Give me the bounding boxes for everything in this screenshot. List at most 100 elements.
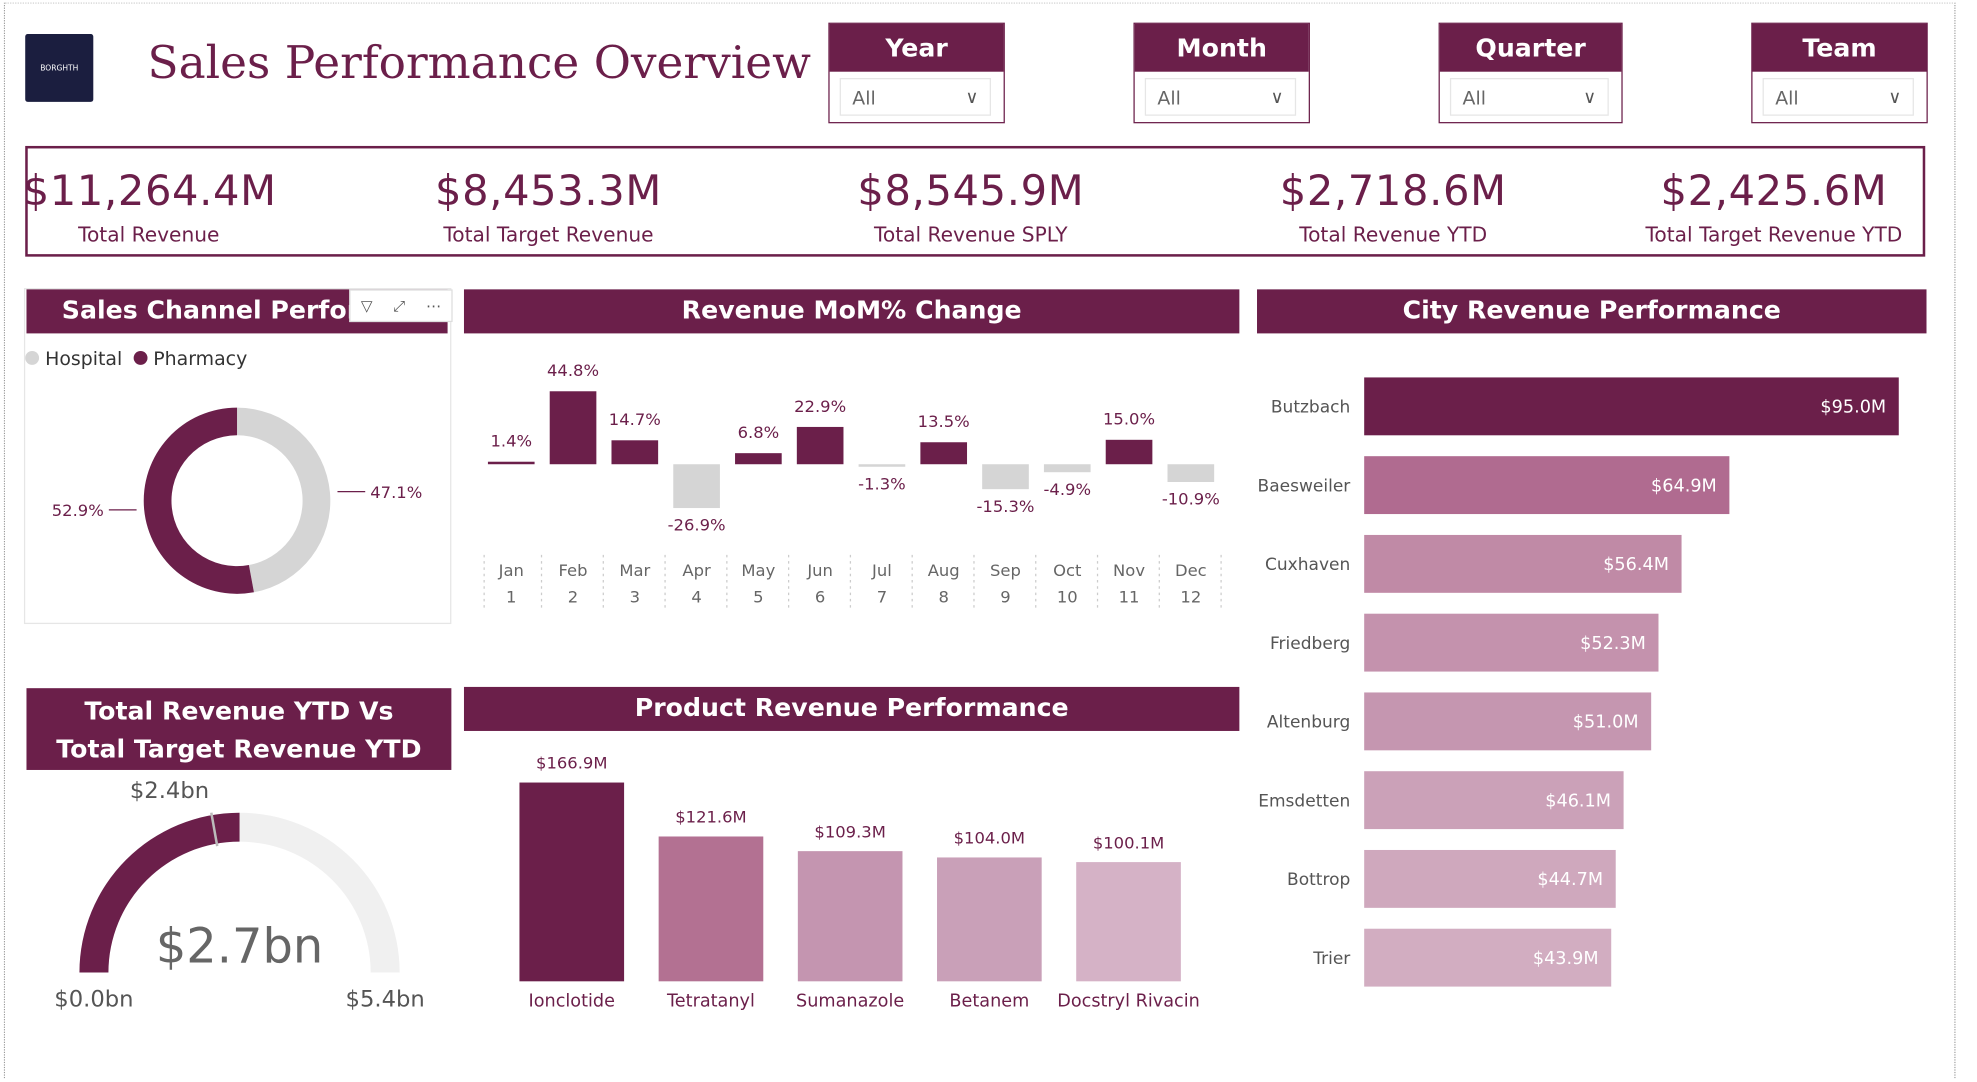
product-tick-label: Betanem [949, 991, 1029, 1011]
mom-tick-label: Aug [928, 561, 960, 580]
mom-tick-sublabel: 7 [877, 588, 887, 607]
gauge-value-label: $2.7bn [156, 919, 323, 974]
gauge-chart: $2.4bn $2.7bn $0.0bn $5.4bn [54, 778, 425, 1013]
kpi-label: Total Revenue YTD [1299, 222, 1488, 247]
mom-chart: 1.4% Jan 1 44.8% Feb 2 14.7% Mar 3 -26.9% Apr 4 6.8%… [483, 361, 1222, 612]
mom-tick-sublabel: 1 [506, 588, 516, 607]
gauge-title: Total Revenue YTD Vs Total Target Revenu… [26, 688, 452, 770]
product-tick-label: Tetratanyl [666, 991, 755, 1011]
kpi-label: Total Revenue [78, 222, 220, 247]
mom-data-label: -4.9% [1044, 480, 1092, 499]
city-tick-label: Trier [1312, 949, 1350, 969]
mom-tick-label: Jul [871, 561, 892, 580]
focus-mode-icon[interactable]: ⤢ [393, 296, 406, 314]
mom-tick-label: Mar [619, 561, 650, 580]
chevron-down-icon: ∨ [1583, 88, 1597, 109]
product-data-label: $109.3M [814, 822, 885, 841]
city-data-label: $46.1M [1545, 791, 1611, 811]
year-filter-dropdown[interactable]: All ∨ [839, 78, 991, 116]
mom-tick-sublabel: 4 [691, 588, 701, 607]
mom-tick-sublabel: 3 [630, 588, 640, 607]
product-bar-ionclotide [519, 782, 625, 982]
mom-tick-label: Oct [1053, 561, 1082, 580]
logo-text: BORGHTH [40, 63, 79, 73]
donut-slice-hospital [237, 407, 331, 593]
mom-data-label: 22.9% [794, 397, 846, 416]
city-data-label: $56.4M [1603, 555, 1669, 575]
mom-data-label: 14.7% [609, 410, 661, 429]
month-filter-value: All [1157, 86, 1181, 110]
legend-dot-pharmacy [133, 351, 148, 365]
kpi-total-target-revenue: $8,453.3M Total Target Revenue [422, 166, 674, 247]
month-filter-label: Month [1134, 23, 1309, 72]
page-border [3, 2, 1956, 1079]
mom-tick-label: Nov [1113, 561, 1145, 580]
mom-tick-sublabel: 2 [568, 588, 578, 607]
sales-channel-legend: Hospital Pharmacy [25, 347, 247, 370]
kpi-label: Total Target Revenue [443, 222, 654, 247]
mom-title: Revenue MoM% Change [463, 289, 1240, 334]
kpi-strip [25, 145, 1926, 257]
mom-bar-jul [858, 464, 906, 467]
gauge-value-arc [79, 812, 240, 973]
kpi-label: Total Target Revenue YTD [1645, 222, 1903, 247]
city-tick-label: Butzbach [1271, 398, 1350, 418]
mom-bar-feb [549, 391, 597, 465]
chevron-down-icon: ∨ [1270, 88, 1284, 109]
mom-tick-label: Sep [990, 561, 1021, 580]
mom-bar-sep [982, 464, 1029, 490]
mom-bar-aug [920, 442, 968, 465]
quarter-filter-dropdown[interactable]: All ∨ [1449, 78, 1609, 116]
product-bar-sumanazole [797, 851, 903, 982]
gauge-target-label: $2.4bn [130, 778, 209, 804]
city-data-label: $52.3M [1580, 634, 1646, 654]
mom-data-label: 15.0% [1103, 410, 1155, 429]
year-filter-label: Year [829, 23, 1004, 72]
kpi-total-revenue: $11,264.4M Total Revenue [23, 166, 276, 247]
team-filter-dropdown[interactable]: All ∨ [1762, 78, 1914, 116]
team-filter[interactable]: Team All ∨ [1751, 22, 1928, 124]
page-title: Sales Performance Overview [147, 37, 811, 90]
product-tick-label: Docstryl Rivacin [1057, 991, 1200, 1011]
donut-slice-pharmacy [143, 407, 254, 594]
mom-tick-label: Jun [806, 561, 833, 580]
mom-tick-sublabel: 9 [1000, 588, 1010, 607]
visual-header-toolbar: ▽ ⤢ ⋯ [349, 289, 453, 323]
product-tick-label: Sumanazole [796, 991, 904, 1011]
quarter-filter-value: All [1462, 86, 1486, 110]
more-options-icon[interactable]: ⋯ [425, 296, 442, 315]
mom-bar-dec [1167, 464, 1215, 482]
company-logo: BORGHTH [25, 33, 94, 102]
quarter-filter[interactable]: Quarter All ∨ [1438, 22, 1623, 124]
city-data-label: $51.0M [1573, 713, 1639, 733]
product-data-label: $166.9M [536, 754, 607, 773]
month-filter[interactable]: Month All ∨ [1133, 22, 1310, 124]
kpi-value: $8,545.9M [857, 166, 1085, 216]
mom-data-label: -26.9% [668, 516, 726, 535]
city-bar-trier [1364, 928, 1612, 987]
year-filter[interactable]: Year All ∨ [828, 22, 1005, 124]
chevron-down-icon: ∨ [1888, 88, 1902, 109]
product-bar-tetratanyl [658, 836, 764, 982]
filter-icon[interactable]: ▽ [360, 296, 373, 315]
city-title: City Revenue Performance [1257, 289, 1927, 334]
chevron-down-icon: ∨ [965, 88, 979, 109]
kpi-value: $8,453.3M [435, 166, 662, 216]
legend-dot-hospital [25, 351, 40, 365]
mom-tick-label: Apr [682, 561, 711, 580]
mom-bar-jun [796, 426, 844, 465]
city-chart: Butzbach $95.0M Baesweiler $64.9M Cuxhaven $5… [1258, 377, 1899, 987]
city-tick-label: Baesweiler [1258, 476, 1351, 496]
city-bar-cuxhaven [1364, 534, 1682, 593]
mom-bar-apr [673, 464, 720, 509]
mom-bar-may [735, 453, 782, 465]
mom-tick-sublabel: 5 [753, 588, 763, 607]
mom-data-label: -10.9% [1162, 490, 1220, 509]
mom-tick-sublabel: 6 [815, 588, 825, 607]
year-filter-value: All [852, 86, 876, 110]
city-data-label: $95.0M [1820, 398, 1886, 418]
mom-data-label: 1.4% [490, 432, 532, 451]
month-filter-dropdown[interactable]: All ∨ [1144, 78, 1297, 116]
gauge-min-label: $0.0bn [54, 987, 133, 1013]
city-tick-label: Altenburg [1267, 713, 1350, 733]
